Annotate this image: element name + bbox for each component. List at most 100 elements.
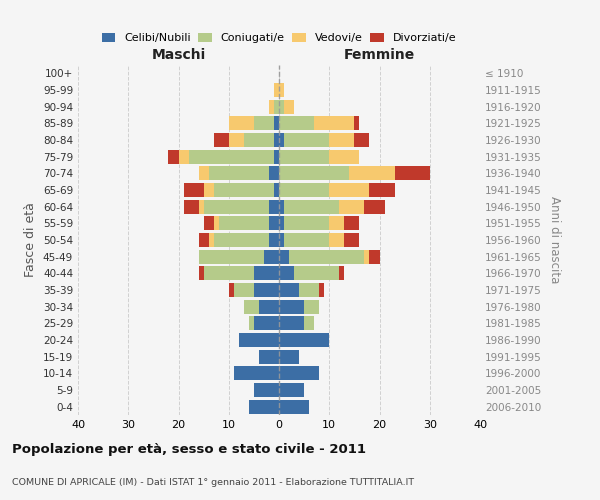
Bar <box>244 300 259 314</box>
Bar <box>355 116 359 130</box>
Legend: Celibi/Nubili, Coniugati/e, Vedovi/e, Divorziati/e: Celibi/Nubili, Coniugati/e, Vedovi/e, Di… <box>97 28 461 48</box>
Bar <box>203 266 254 280</box>
Bar <box>279 216 284 230</box>
Bar <box>279 333 329 347</box>
Bar <box>274 116 279 130</box>
Bar <box>329 133 355 147</box>
Bar <box>274 100 279 114</box>
Bar <box>364 250 370 264</box>
Bar <box>184 200 199 214</box>
Bar <box>279 100 284 114</box>
Bar <box>254 383 279 397</box>
Bar <box>249 400 279 413</box>
Text: Maschi: Maschi <box>151 48 206 62</box>
Bar <box>294 266 340 280</box>
Bar <box>370 250 380 264</box>
Bar <box>279 200 284 214</box>
Bar <box>214 233 269 247</box>
Bar <box>289 250 364 264</box>
Bar <box>279 250 289 264</box>
Bar <box>344 216 359 230</box>
Bar <box>274 183 279 197</box>
Bar <box>329 233 344 247</box>
Bar <box>284 216 329 230</box>
Bar <box>229 116 254 130</box>
Bar <box>188 150 274 164</box>
Text: Popolazione per età, sesso e stato civile - 2011: Popolazione per età, sesso e stato civil… <box>12 442 366 456</box>
Bar <box>364 200 385 214</box>
Text: COMUNE DI APRICALE (IM) - Dati ISTAT 1° gennaio 2011 - Elaborazione TUTTITALIA.I: COMUNE DI APRICALE (IM) - Dati ISTAT 1° … <box>12 478 414 487</box>
Bar <box>395 166 430 180</box>
Bar <box>169 150 179 164</box>
Bar <box>239 333 279 347</box>
Bar <box>279 316 304 330</box>
Bar <box>214 183 274 197</box>
Bar <box>199 200 203 214</box>
Text: Femmine: Femmine <box>344 48 415 62</box>
Bar <box>254 316 279 330</box>
Bar <box>304 316 314 330</box>
Bar <box>314 116 355 130</box>
Bar <box>269 216 279 230</box>
Bar <box>279 83 284 97</box>
Bar <box>299 283 319 297</box>
Bar <box>319 283 324 297</box>
Bar <box>349 166 395 180</box>
Y-axis label: Anni di nascita: Anni di nascita <box>548 196 561 284</box>
Bar <box>209 233 214 247</box>
Y-axis label: Fasce di età: Fasce di età <box>25 202 37 278</box>
Bar <box>274 133 279 147</box>
Bar <box>284 133 329 147</box>
Bar <box>370 183 395 197</box>
Bar <box>340 200 364 214</box>
Bar <box>279 283 299 297</box>
Bar <box>234 283 254 297</box>
Bar <box>184 183 203 197</box>
Bar <box>199 233 209 247</box>
Bar <box>199 166 209 180</box>
Bar <box>249 316 254 330</box>
Bar <box>274 83 279 97</box>
Bar <box>229 283 234 297</box>
Bar <box>209 166 269 180</box>
Bar <box>203 216 214 230</box>
Bar <box>254 283 279 297</box>
Bar <box>284 100 294 114</box>
Bar <box>214 216 218 230</box>
Bar <box>203 183 214 197</box>
Bar <box>214 133 229 147</box>
Bar <box>254 266 279 280</box>
Bar <box>244 133 274 147</box>
Bar <box>179 150 188 164</box>
Bar <box>279 133 284 147</box>
Bar <box>269 100 274 114</box>
Bar <box>344 233 359 247</box>
Bar <box>279 350 299 364</box>
Bar <box>279 233 284 247</box>
Bar <box>269 166 279 180</box>
Bar <box>203 200 269 214</box>
Bar <box>234 366 279 380</box>
Bar <box>279 183 329 197</box>
Bar <box>259 300 279 314</box>
Bar <box>355 133 370 147</box>
Bar <box>229 133 244 147</box>
Bar <box>279 366 319 380</box>
Bar <box>340 266 344 280</box>
Bar <box>274 150 279 164</box>
Bar <box>218 216 269 230</box>
Bar <box>264 250 279 264</box>
Bar <box>279 300 304 314</box>
Bar <box>279 150 329 164</box>
Bar <box>279 266 294 280</box>
Bar <box>329 183 370 197</box>
Bar <box>284 233 329 247</box>
Bar <box>279 400 309 413</box>
Bar <box>269 200 279 214</box>
Bar <box>279 166 349 180</box>
Bar <box>329 216 344 230</box>
Bar <box>304 300 319 314</box>
Bar <box>199 250 264 264</box>
Bar <box>329 150 359 164</box>
Bar <box>284 200 340 214</box>
